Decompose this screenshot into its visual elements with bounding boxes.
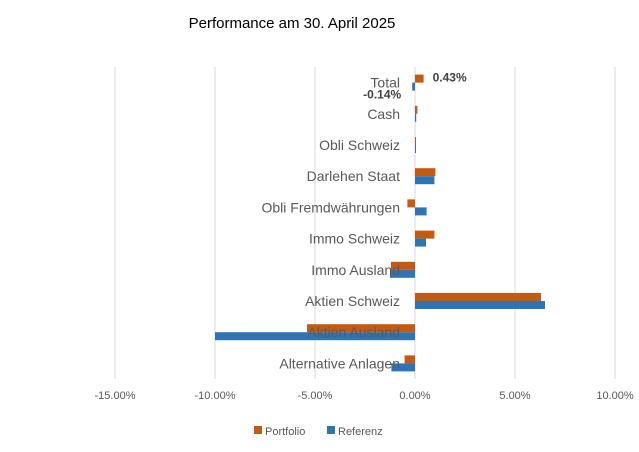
bar-referenz-darlehen-staat: [415, 176, 435, 185]
legend-label-referenz: Referenz: [338, 426, 383, 438]
x-tick-label-4: 5.00%: [499, 390, 530, 402]
bar-portfolio-obli-fremdw-hrungen: [407, 199, 415, 208]
bar-referenz-immo-ausland: [390, 269, 415, 278]
legend-swatch-referenz: [327, 426, 335, 434]
bar-referenz-alternative-anlagen: [391, 363, 415, 372]
x-tick-label-3: 0.00%: [399, 390, 430, 402]
bars: [215, 74, 545, 372]
bar-referenz-cash: [415, 113, 417, 122]
bar-portfolio-immo-ausland: [391, 261, 415, 270]
category-label-darlehen-staat: Darlehen Staat: [307, 168, 401, 184]
category-labels: Total Cash Obli Schweiz Darlehen Staat Obli …: [261, 75, 400, 372]
bar-referenz-aktien-schweiz: [415, 301, 545, 309]
data-labels: 0.43% -0.14%: [363, 71, 467, 102]
bar-portfolio-darlehen-staat: [415, 168, 436, 177]
data-label-referenz-total: -0.14%: [363, 88, 401, 102]
category-label-cash: Cash: [367, 106, 400, 122]
category-label-aktien-schweiz: Aktien Schweiz: [305, 293, 400, 309]
bar-portfolio-immo-schweiz: [415, 230, 435, 239]
bar-portfolio-cash: [415, 105, 418, 114]
bar-referenz-aktien-ausland: [215, 332, 415, 341]
category-label-immo-ausland: Immo Ausland: [311, 262, 400, 278]
bar-portfolio-aktien-schweiz: [415, 293, 541, 301]
bar-portfolio-total: [415, 74, 424, 83]
category-label-obli-schweiz: Obli Schweiz: [319, 137, 400, 153]
x-tick-label-2: -5.00%: [298, 390, 333, 402]
bar-referenz-obli-fremdw-hrungen: [415, 207, 427, 216]
x-tick-label-5: 10.00%: [596, 390, 634, 402]
category-label-alternative-anlagen: Alternative Anlagen: [279, 355, 400, 371]
bar-portfolio-obli-schweiz: [415, 137, 416, 145]
x-tick-label-1: -10.00%: [195, 390, 236, 402]
x-tick-labels: -15.00% -10.00% -5.00% 0.00% 5.00% 10.00%: [95, 390, 634, 402]
x-tick-label-0: -15.00%: [95, 390, 136, 402]
category-label-total: Total: [370, 75, 400, 91]
category-label-aktien-ausland: Aktien Ausland: [307, 324, 400, 340]
legend-label-portfolio: Portfolio: [265, 426, 305, 438]
chart-title: Performance am 30. April 2025: [189, 15, 396, 32]
bar-portfolio-aktien-ausland: [307, 324, 415, 333]
legend: Portfolio Referenz: [254, 426, 383, 438]
legend-swatch-portfolio: [254, 426, 262, 434]
bar-referenz-total: [412, 82, 415, 91]
bar-portfolio-alternative-anlagen: [404, 355, 415, 364]
category-label-immo-schweiz: Immo Schweiz: [309, 231, 400, 247]
data-label-portfolio-total: 0.43%: [433, 71, 467, 85]
bar-referenz-immo-schweiz: [415, 238, 426, 247]
category-label-obli-fremdw-hrungen: Obli Fremdwährungen: [261, 199, 400, 215]
bar-referenz-obli-schweiz: [415, 145, 416, 153]
